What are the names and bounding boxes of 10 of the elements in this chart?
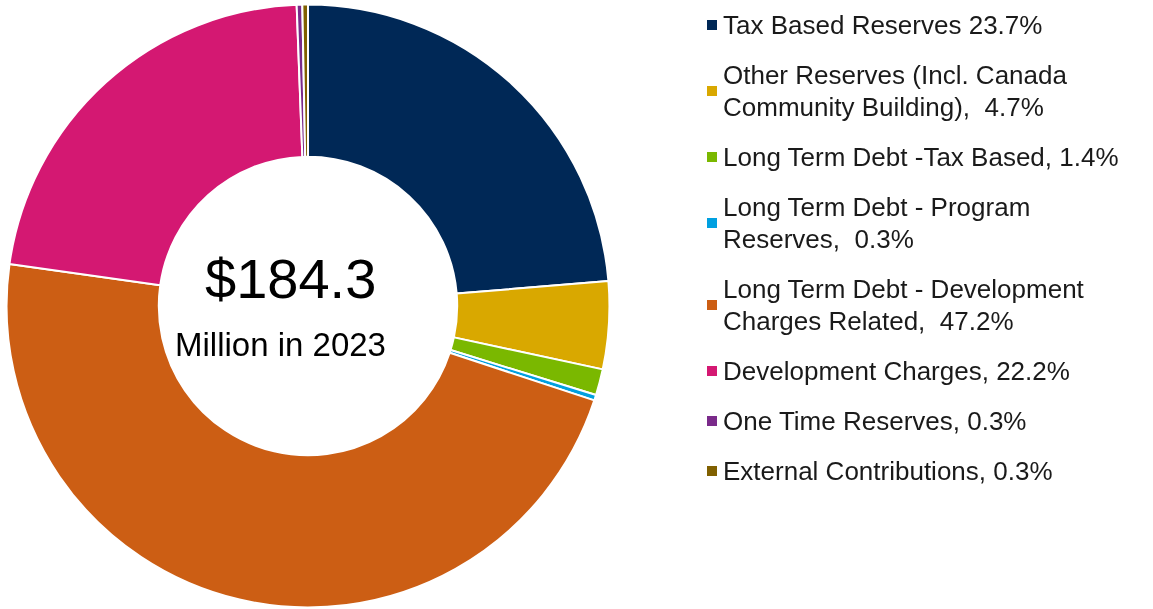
text: Million in 2023: [175, 326, 386, 363]
legend-label: Tax Based Reserves 23.7%: [723, 10, 1043, 40]
legend-label: Long Term Debt -Tax Based, 1.4%: [723, 142, 1119, 172]
legend-label: Long Term Debt - Program Reserves, 0.3%: [723, 192, 1038, 254]
legend-label: Other Reserves (Incl. Canada Community Building), 4.7%: [723, 60, 1075, 122]
legend-label: One Time Reserves, 0.3%: [723, 406, 1027, 436]
legend-label: Development Charges, 22.2%: [723, 356, 1070, 386]
legend-label: Long Term Debt - Development Charges Related, 47.2%: [723, 274, 1092, 336]
text: $184.3: [205, 246, 377, 310]
legend-label: External Contributions, 0.3%: [723, 456, 1053, 486]
